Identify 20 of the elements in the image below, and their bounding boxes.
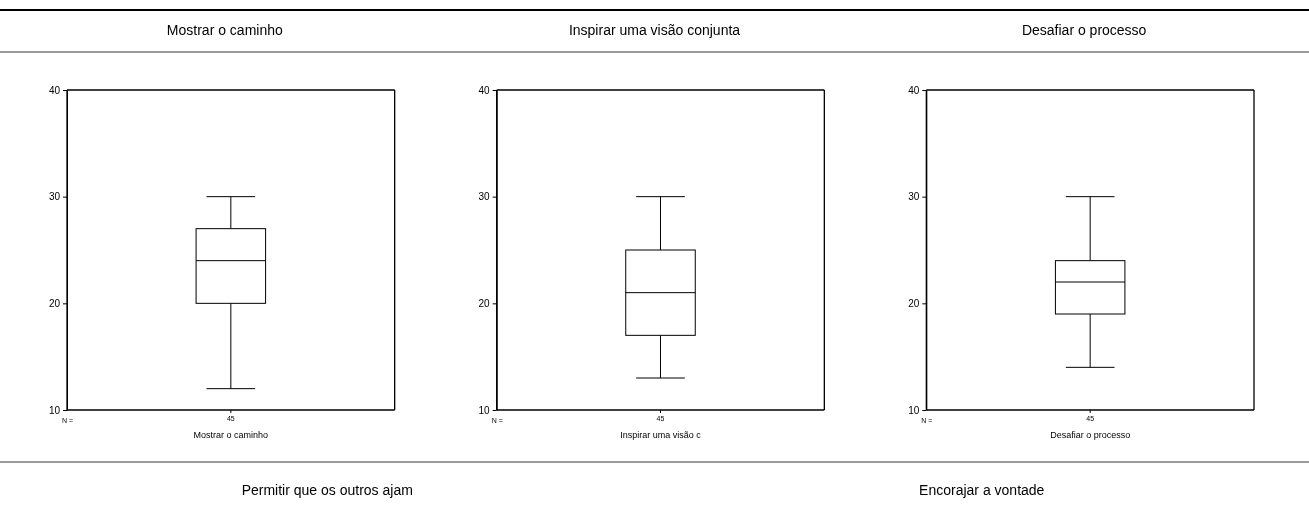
y-tick-label: 30 bbox=[908, 191, 920, 203]
y-tick-label: 20 bbox=[908, 298, 920, 310]
chart-title: Mostrar o caminho bbox=[166, 22, 284, 38]
y-tick-label: 10 bbox=[478, 404, 491, 416]
y-tick-label: 10 bbox=[48, 404, 61, 416]
y-tick-label: 40 bbox=[48, 84, 61, 96]
y-tick-label: 30 bbox=[478, 191, 491, 203]
text: Permitir que os outros ajam bbox=[241, 482, 413, 498]
x-axis-title: Desafiar o processo bbox=[1050, 430, 1131, 440]
y-tick-label: 40 bbox=[478, 84, 491, 96]
y-tick-label: 10 bbox=[908, 404, 920, 416]
chart-title: Inspirar uma visão conjunta bbox=[568, 22, 741, 38]
chart-title: Desafiar o processo bbox=[1021, 22, 1147, 38]
y-tick-label: 20 bbox=[48, 298, 61, 310]
x-axis-title: Inspirar uma visão c bbox=[620, 430, 702, 440]
y-tick-label: 30 bbox=[48, 191, 61, 203]
text: Encorajar a vontade bbox=[919, 482, 1045, 498]
y-tick-label: 40 bbox=[908, 84, 920, 96]
y-tick-label: 20 bbox=[478, 298, 491, 310]
x-axis-title: Mostrar o caminho bbox=[193, 430, 269, 440]
